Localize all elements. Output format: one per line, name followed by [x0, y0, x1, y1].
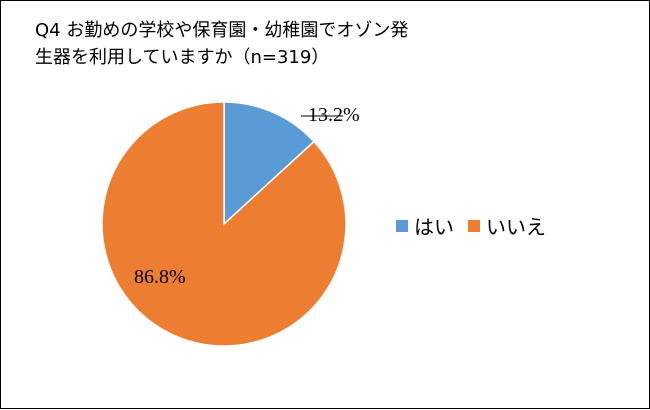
- legend-swatch-iie: [468, 219, 480, 232]
- data-label-iie: 86.8%: [134, 266, 186, 288]
- legend-item-iie: いいえ: [468, 211, 546, 240]
- legend: はい いいえ: [396, 211, 560, 240]
- pie-slice-iie: [101, 101, 347, 347]
- data-label-hai: 13.2%: [308, 104, 360, 126]
- legend-swatch-hai: [396, 219, 408, 232]
- legend-item-hai: はい: [396, 211, 454, 240]
- legend-label-iie: いいえ: [486, 215, 546, 239]
- chart-title: Q4 お勤めの学校や保育園・幼稚園でオゾン発 生器を利用していますか（n=319…: [35, 20, 409, 68]
- pie-slice-hai: [223, 101, 316, 226]
- legend-label-hai: はい: [414, 215, 454, 239]
